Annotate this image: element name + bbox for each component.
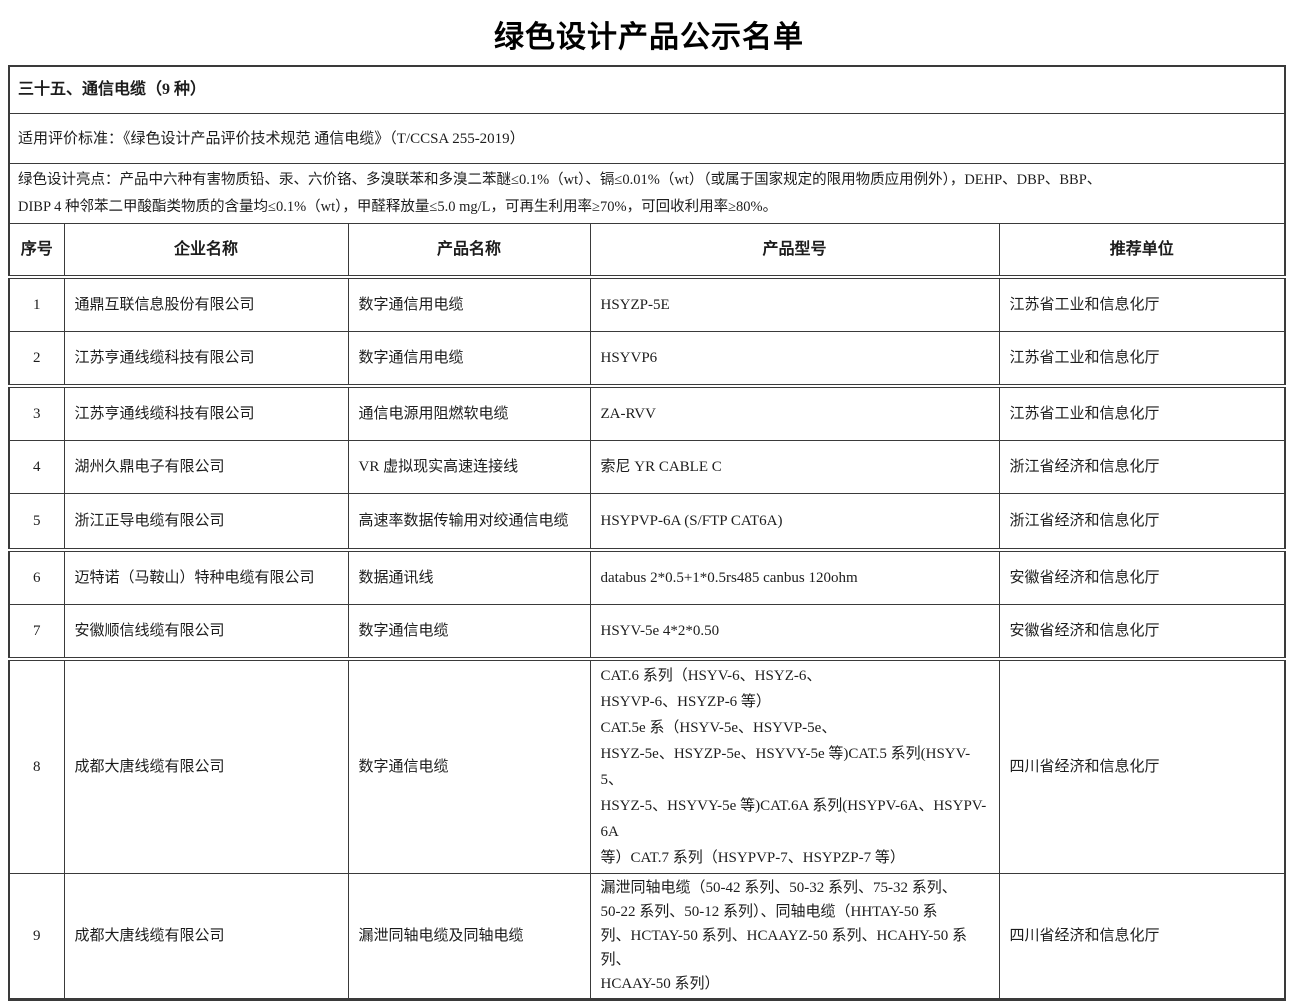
- cell-model: databus 2*0.5+1*0.5rs485 canbus 120ohm: [589, 548, 1000, 605]
- table-row: 4 湖州久鼎电子有限公司 VR 虚拟现实高速连接线 索尼 YR CABLE C …: [8, 440, 1286, 494]
- cell-product: 通信电源用阻燃软电缆: [347, 384, 591, 441]
- cell-company: 安徽顺信线缆有限公司: [63, 604, 349, 660]
- table-row: 2 江苏亨通线缆科技有限公司 数字通信用电缆 HSYVP6 江苏省工业和信息化厅: [8, 331, 1286, 387]
- cell-recommender: 江苏省工业和信息化厅: [998, 275, 1286, 332]
- section-header-row: 三十五、通信电缆（9 种）: [8, 65, 1286, 114]
- cell-company: 成都大唐线缆有限公司: [63, 873, 349, 1001]
- table-row: 6 迈特诺（马鞍山）特种电缆有限公司 数据通讯线 databus 2*0.5+1…: [8, 548, 1286, 605]
- cell-company: 湖州久鼎电子有限公司: [63, 440, 349, 494]
- cell-serial: 4: [8, 440, 65, 494]
- cell-serial: 1: [8, 275, 65, 332]
- cell-model: HSYZP-5E: [589, 275, 1000, 332]
- cell-recommender: 浙江省经济和信息化厅: [998, 440, 1286, 494]
- cell-product: VR 虚拟现实高速连接线: [347, 440, 591, 494]
- cell-serial: 9: [8, 873, 65, 1001]
- highlight-row: 绿色设计亮点：产品中六种有害物质铅、汞、六价铬、多溴联苯和多溴二苯醚≤0.1%（…: [8, 163, 1286, 224]
- standard-row: 适用评价标准：《绿色设计产品评价技术规范 通信电缆》（T/CCSA 255-20…: [8, 113, 1286, 164]
- table-row: 3 江苏亨通线缆科技有限公司 通信电源用阻燃软电缆 ZA-RVV 江苏省工业和信…: [8, 384, 1286, 441]
- cell-recommender: 江苏省工业和信息化厅: [998, 331, 1286, 387]
- page-title: 绿色设计产品公示名单: [494, 21, 804, 54]
- column-header-company: 企业名称: [63, 223, 349, 278]
- cell-recommender: 浙江省经济和信息化厅: [998, 493, 1286, 551]
- table-row: 8 成都大唐线缆有限公司 数字通信电缆 CAT.6 系列（HSYV-6、HSYZ…: [8, 657, 1286, 874]
- column-header-product: 产品名称: [347, 223, 591, 278]
- cell-recommender: 四川省经济和信息化厅: [998, 657, 1286, 874]
- cell-serial: 5: [8, 493, 65, 551]
- cell-product: 数据通讯线: [347, 548, 591, 605]
- cell-serial: 8: [8, 657, 65, 874]
- column-header-row: 序号 企业名称 产品名称 产品型号 推荐单位: [8, 223, 1286, 278]
- cell-serial: 7: [8, 604, 65, 660]
- cell-model: HSYVP6: [589, 331, 1000, 387]
- cell-model: CAT.6 系列（HSYV-6、HSYZ-6、 HSYVP-6、HSYZP-6 …: [589, 657, 1000, 874]
- cell-recommender: 安徽省经济和信息化厅: [998, 548, 1286, 605]
- table-row: 1 通鼎互联信息股份有限公司 数字通信用电缆 HSYZP-5E 江苏省工业和信息…: [8, 275, 1286, 332]
- table-row: 9 成都大唐线缆有限公司 漏泄同轴电缆及同轴电缆 漏泄同轴电缆（50-42 系列…: [8, 873, 1286, 1001]
- cell-company: 迈特诺（马鞍山）特种电缆有限公司: [63, 548, 349, 605]
- table-row: 7 安徽顺信线缆有限公司 数字通信电缆 HSYV-5e 4*2*0.50 安徽省…: [8, 604, 1286, 660]
- highlight-line: 绿色设计亮点：产品中六种有害物质铅、汞、六价铬、多溴联苯和多溴二苯醚≤0.1%（…: [8, 163, 1286, 224]
- cell-company: 成都大唐线缆有限公司: [63, 657, 349, 874]
- cell-model: HSYPVP-6A (S/FTP CAT6A): [589, 493, 1000, 551]
- cell-recommender: 四川省经济和信息化厅: [998, 873, 1286, 1001]
- cell-product: 高速率数据传输用对绞通信电缆: [347, 493, 591, 551]
- cell-serial: 2: [8, 331, 65, 387]
- cell-serial: 6: [8, 548, 65, 605]
- cell-recommender: 安徽省经济和信息化厅: [998, 604, 1286, 660]
- cell-model: 漏泄同轴电缆（50-42 系列、50-32 系列、75-32 系列、 50-22…: [589, 873, 1000, 1001]
- column-header-model: 产品型号: [589, 223, 1000, 278]
- cell-model: HSYV-5e 4*2*0.50: [589, 604, 1000, 660]
- standard-line: 适用评价标准：《绿色设计产品评价技术规范 通信电缆》（T/CCSA 255-20…: [8, 113, 1286, 164]
- cell-recommender: 江苏省工业和信息化厅: [998, 384, 1286, 441]
- column-header-recommender: 推荐单位: [998, 223, 1286, 278]
- cell-product: 数字通信电缆: [347, 657, 591, 874]
- document-table: 三十五、通信电缆（9 种） 适用评价标准：《绿色设计产品评价技术规范 通信电缆》…: [8, 65, 1286, 1001]
- cell-product: 数字通信电缆: [347, 604, 591, 660]
- section-title: 三十五、通信电缆（9 种）: [8, 65, 1286, 114]
- table-row: 5 浙江正导电缆有限公司 高速率数据传输用对绞通信电缆 HSYPVP-6A (S…: [8, 493, 1286, 551]
- cell-company: 通鼎互联信息股份有限公司: [63, 275, 349, 332]
- cell-model: ZA-RVV: [589, 384, 1000, 441]
- cell-company: 江苏亨通线缆科技有限公司: [63, 331, 349, 387]
- cell-product: 数字通信用电缆: [347, 331, 591, 387]
- cell-serial: 3: [8, 384, 65, 441]
- cell-model: 索尼 YR CABLE C: [589, 440, 1000, 494]
- cell-company: 浙江正导电缆有限公司: [63, 493, 349, 551]
- cell-product: 数字通信用电缆: [347, 275, 591, 332]
- cell-company: 江苏亨通线缆科技有限公司: [63, 384, 349, 441]
- column-header-serial: 序号: [8, 223, 65, 278]
- cell-product: 漏泄同轴电缆及同轴电缆: [347, 873, 591, 1001]
